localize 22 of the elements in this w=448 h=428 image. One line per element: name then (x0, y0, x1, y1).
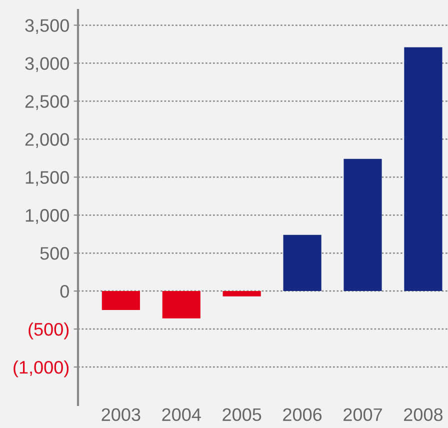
bar (344, 158, 382, 292)
bar (222, 291, 261, 296)
bar (162, 291, 200, 318)
y-tick-label: 1,500 (26, 171, 69, 186)
y-tick-label: 500 (40, 247, 69, 260)
y-tick-label: 2,500 (25, 95, 69, 110)
y-tick-label: (1,000) (14, 360, 69, 378)
x-tick-label: 2005 (222, 408, 262, 422)
y-tick-label: 3,500 (25, 19, 69, 34)
bar (102, 291, 140, 310)
x-tick-label: 2003 (102, 408, 140, 422)
x-tick-label: 2007 (344, 408, 382, 422)
x-tick-label: 2008 (404, 408, 443, 422)
bar (404, 47, 442, 292)
x-tick-label: 2004 (162, 408, 201, 422)
y-tick-label: (500) (28, 322, 69, 340)
y-tick-label: 1,000 (26, 209, 69, 224)
y-tick-label: 2,000 (25, 133, 69, 148)
y-tick-label: 0 (60, 284, 69, 298)
y-tick-label: 3,000 (25, 57, 69, 72)
bar (283, 234, 322, 292)
x-tick-label: 2006 (283, 408, 322, 422)
